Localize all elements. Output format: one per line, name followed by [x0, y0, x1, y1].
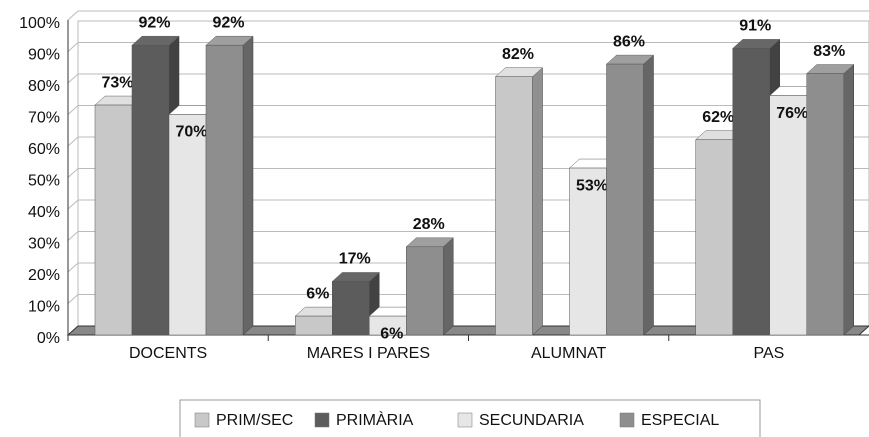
bar-side	[532, 67, 543, 336]
value-label: 83%	[813, 43, 845, 60]
y-tick-label: 60%	[28, 141, 60, 158]
bar	[806, 73, 844, 336]
y-tick-label: 10%	[28, 299, 60, 316]
legend-label: PRIM/SEC	[216, 412, 293, 429]
legend-label: SECUNDARIA	[479, 412, 584, 429]
bar	[131, 44, 170, 336]
grid-line	[67, 73, 869, 84]
x-tick-label: MARES I PARES	[307, 345, 430, 362]
bar-side	[843, 63, 854, 336]
bar	[406, 246, 444, 336]
legend-label: PRIMÀRIA	[336, 410, 414, 429]
value-label: 76%	[776, 105, 808, 122]
bar-side	[643, 54, 654, 336]
bar	[732, 48, 770, 336]
grid-line	[67, 42, 869, 52]
bar-side	[443, 237, 454, 336]
y-tick-label: 80%	[28, 78, 60, 95]
y-tick-label: 70%	[28, 110, 60, 127]
x-tick-label: PAS	[753, 345, 784, 362]
bar	[769, 95, 807, 336]
value-label: 82%	[502, 46, 534, 63]
y-tick-label: 30%	[28, 236, 60, 253]
x-tick-label: DOCENTS	[129, 345, 207, 362]
grid-line	[67, 10, 869, 21]
y-tick-label: 40%	[28, 204, 60, 221]
bar	[94, 104, 133, 336]
value-label: 92%	[138, 14, 170, 31]
value-label: 73%	[101, 74, 133, 91]
y-tick-label: 100%	[19, 15, 60, 32]
y-tick-label: 50%	[28, 173, 60, 190]
back-wall	[77, 20, 869, 327]
legend-swatch	[619, 412, 635, 428]
value-label: 92%	[212, 14, 244, 31]
bar	[332, 281, 370, 336]
bar-side	[242, 35, 254, 336]
bar	[695, 139, 733, 336]
grid-line	[67, 136, 869, 147]
value-label: 62%	[702, 109, 734, 126]
bar	[495, 76, 533, 336]
legend-swatch	[314, 412, 330, 428]
bar	[168, 114, 207, 336]
bar	[205, 44, 244, 336]
y-tick-label: 20%	[28, 267, 60, 284]
value-label: 17%	[339, 251, 371, 268]
value-label: 28%	[413, 216, 445, 233]
bar	[606, 63, 644, 336]
legend-swatch	[194, 412, 210, 428]
value-label: 70%	[175, 124, 207, 141]
value-label: 53%	[576, 177, 608, 194]
x-tick-label: ALUMNAT	[531, 345, 606, 362]
value-label: 6%	[380, 325, 403, 342]
value-label: 91%	[739, 18, 771, 35]
bar	[569, 167, 607, 336]
grid-line	[67, 105, 869, 115]
y-tick-label: 90%	[28, 47, 60, 64]
bar	[295, 315, 333, 336]
legend-label: ESPECIAL	[641, 412, 719, 429]
y-tick-label: 0%	[37, 330, 60, 347]
value-label: 86%	[613, 33, 645, 50]
legend-swatch	[457, 412, 473, 428]
value-label: 6%	[306, 285, 329, 302]
